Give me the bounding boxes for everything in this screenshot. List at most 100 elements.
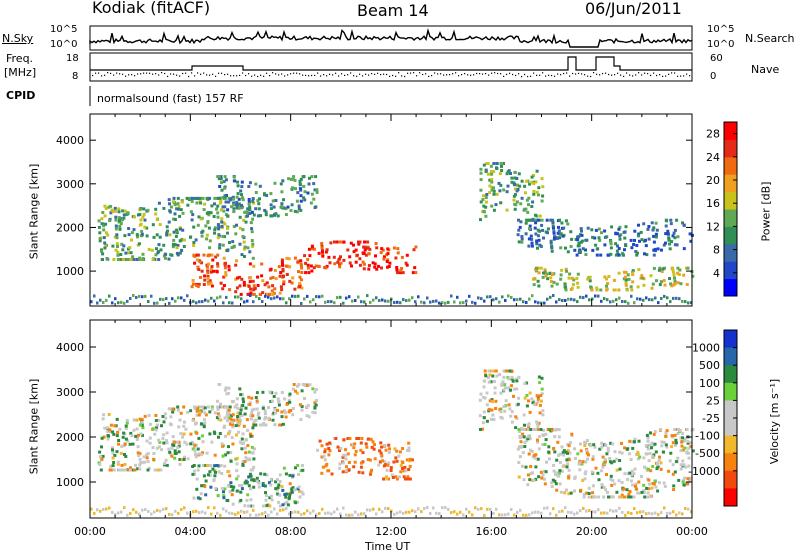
velocity-echo-cell xyxy=(182,405,186,409)
nave-dot xyxy=(524,73,526,76)
velocity-echo-cell xyxy=(214,486,218,490)
power-echo-cell xyxy=(533,277,537,281)
power-echo-cell xyxy=(132,258,136,261)
power-echo-cell xyxy=(536,279,540,283)
power-echo-cell xyxy=(603,275,607,279)
nave-dot xyxy=(239,74,241,76)
power-echo-cell xyxy=(279,271,283,274)
velocity-echo-cell xyxy=(485,391,489,395)
power-echo-cell xyxy=(654,235,658,239)
velocity-echo-cell xyxy=(243,412,247,416)
velocity-near-range-cell xyxy=(342,506,345,510)
power-echo-cell xyxy=(296,191,300,195)
power-echo-cell xyxy=(206,275,210,278)
power-colorbar-swatch xyxy=(724,174,737,193)
velocity-echo-cell xyxy=(237,423,241,427)
power-echo-cell xyxy=(512,181,516,185)
power-echo-cell xyxy=(534,232,538,236)
power-echo-cell xyxy=(128,246,132,250)
power-echo-cell xyxy=(481,198,485,202)
nsearch-tick-bottom: 10^0 xyxy=(707,39,735,50)
velocity-echo-cell xyxy=(154,419,158,422)
power-echo-cell xyxy=(578,233,582,237)
power-echo-cell xyxy=(141,252,145,256)
velocity-echo-cell xyxy=(490,408,494,412)
power-echo-cell xyxy=(282,280,286,284)
velocity-echo-cell xyxy=(300,389,304,393)
power-near-range-cell xyxy=(396,300,399,304)
velocity-near-range-cell xyxy=(654,511,657,515)
nave-dot xyxy=(335,72,337,74)
power-echo-cell xyxy=(638,239,641,243)
nave-dot xyxy=(416,75,418,77)
velocity-echo-cell xyxy=(153,468,157,472)
power-echo-cell xyxy=(484,169,488,173)
velocity-echo-cell xyxy=(534,428,538,431)
nave-dot xyxy=(311,74,313,77)
velocity-echo-cell xyxy=(314,403,318,407)
velocity-echo-cell xyxy=(327,453,331,457)
power-near-range-cell xyxy=(369,300,372,304)
velocity-echo-cell xyxy=(346,452,350,456)
velocity-echo-cell xyxy=(111,430,115,434)
power-echo-cell xyxy=(302,184,306,188)
power-echo-cell xyxy=(103,214,107,218)
power-near-range-cell xyxy=(384,299,387,303)
velocity-echo-cell xyxy=(627,495,631,499)
power-echo-cell xyxy=(208,279,212,283)
power-echo-cell xyxy=(182,245,186,248)
power-echo-cell xyxy=(519,220,523,224)
velocity-near-range-cell xyxy=(690,510,693,514)
power-echo-cell xyxy=(528,224,532,228)
velocity-echo-cell xyxy=(359,441,363,445)
power-near-range-cell xyxy=(621,300,624,303)
velocity-echo-cell xyxy=(659,467,663,471)
velocity-echo-cell xyxy=(577,462,581,466)
velocity-echo-cell xyxy=(237,416,241,420)
velocity-echo-cell xyxy=(593,445,597,449)
power-near-range-cell xyxy=(207,299,210,303)
velocity-near-range-cell xyxy=(612,509,615,513)
velocity-echo-cell xyxy=(592,484,595,488)
power-near-range-cell xyxy=(504,299,507,302)
power-near-range-cell xyxy=(243,300,246,304)
power-echo-cell xyxy=(314,264,318,268)
power-echo-cell xyxy=(240,203,243,207)
power-echo-cell xyxy=(172,217,176,221)
power-echo-cell xyxy=(130,238,133,242)
power-echo-cell xyxy=(232,203,236,207)
nave-dot xyxy=(92,74,94,77)
velocity-echo-cell xyxy=(535,394,539,398)
power-echo-cell xyxy=(235,200,239,204)
power-echo-cell xyxy=(249,221,253,225)
velocity-near-range-cell xyxy=(387,507,390,510)
power-echo-cell xyxy=(216,215,220,219)
velocity-echo-cell xyxy=(255,476,259,480)
velocity-near-range-cell xyxy=(486,507,489,511)
power-echo-cell xyxy=(510,180,514,184)
velocity-echo-cell xyxy=(240,414,244,417)
velocity-echo-cell xyxy=(601,465,605,469)
power-echo-cell xyxy=(216,204,220,208)
freq-tick-top: 18 xyxy=(66,53,79,64)
velocity-near-range-cell xyxy=(363,512,366,516)
power-echo-cell xyxy=(126,211,130,215)
velocity-echo-cell xyxy=(336,445,340,449)
velocity-echo-cell xyxy=(557,428,561,432)
velocity-echo-cell xyxy=(111,456,115,460)
velocity-echo-cell xyxy=(325,462,329,466)
power-echo-cell xyxy=(549,276,553,280)
power-echo-cell xyxy=(224,271,228,275)
velocity-echo-cell xyxy=(618,450,622,454)
velocity-echo-cell xyxy=(247,395,251,399)
velocity-echo-cell xyxy=(606,490,609,494)
velocity-near-range-cell xyxy=(663,506,666,510)
power-echo-cell xyxy=(104,231,108,235)
velocity-near-range-cell xyxy=(405,510,408,514)
power-near-range-cell xyxy=(306,294,309,298)
power-echo-cell xyxy=(559,232,563,236)
power-echo-cell xyxy=(594,228,598,232)
power-echo-cell xyxy=(557,225,560,229)
power-echo-cell xyxy=(396,247,400,251)
power-echo-cell xyxy=(386,258,390,262)
